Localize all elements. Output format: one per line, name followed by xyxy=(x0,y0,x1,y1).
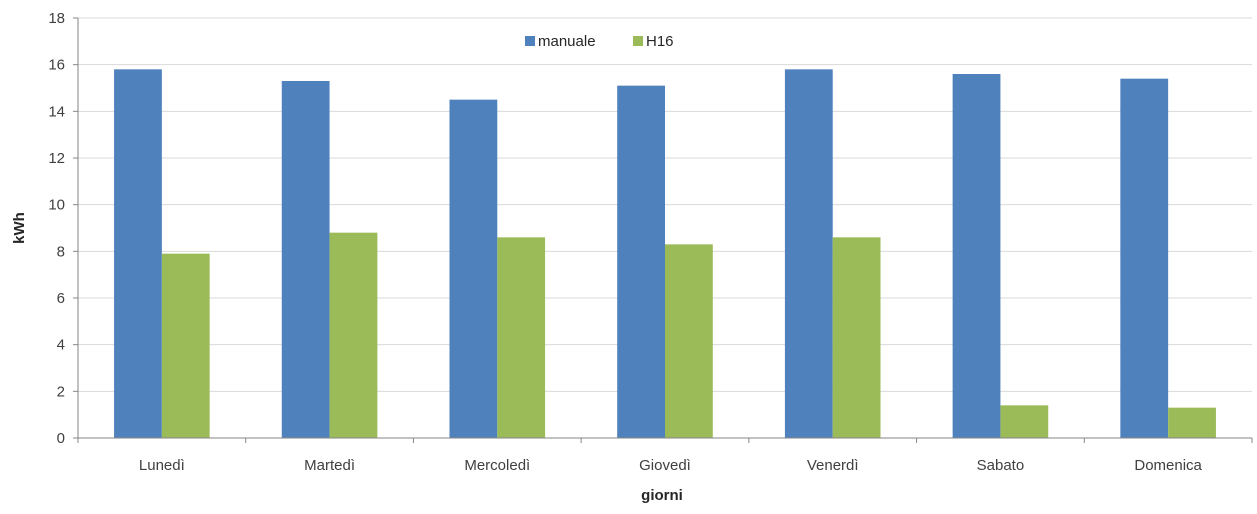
x-tick-label: Mercoledì xyxy=(464,457,530,474)
x-tick-label: Venerdì xyxy=(807,457,859,474)
legend: manuale H16 xyxy=(525,33,674,50)
bar-manuale-0 xyxy=(114,69,162,438)
bar-h16-5 xyxy=(1000,405,1049,438)
x-tick-label: Giovedì xyxy=(639,457,691,474)
y-tick-label: 8 xyxy=(57,243,65,260)
y-axis-ticks: 0 2 4 6 8 10 12 14 16 18 xyxy=(48,10,78,447)
y-tick-label: 2 xyxy=(57,383,65,400)
y-tick-label: 16 xyxy=(48,57,65,74)
y-tick-label: 14 xyxy=(48,103,65,120)
bar-manuale-5 xyxy=(952,74,1001,438)
bar-h16-1 xyxy=(329,232,378,438)
bar-manuale-4 xyxy=(784,69,833,438)
x-tick-label: Domenica xyxy=(1134,457,1202,474)
x-axis-title: giorni xyxy=(641,487,683,504)
y-tick-label: 10 xyxy=(48,197,65,214)
y-tick-label: 6 xyxy=(57,290,65,307)
bar-h16-3 xyxy=(665,244,713,438)
legend-swatch-h16 xyxy=(633,36,643,46)
bar-manuale-6 xyxy=(1120,78,1169,439)
y-tick-label: 18 xyxy=(48,10,65,27)
legend-label-h16: H16 xyxy=(646,33,674,50)
x-axis-ticks: Lunedì Martedì Mercoledì Giovedì Venerdì Saba… xyxy=(77,438,1253,474)
y-tick-label: 0 xyxy=(57,430,65,447)
bar-manuale-1 xyxy=(281,81,330,438)
bars xyxy=(114,69,1216,439)
y-axis-title: kWh xyxy=(11,212,28,244)
y-tick-label: 4 xyxy=(57,337,65,354)
x-tick-label: Sabato xyxy=(977,457,1025,474)
bar-h16-2 xyxy=(497,237,546,438)
y-tick-label: 12 xyxy=(48,150,65,167)
bar-h16-6 xyxy=(1168,407,1216,438)
bar-h16-0 xyxy=(161,253,210,438)
bar-manuale-3 xyxy=(617,85,665,439)
bar-h16-4 xyxy=(832,237,881,438)
bar-manuale-2 xyxy=(449,99,498,439)
x-tick-label: Martedì xyxy=(304,457,355,474)
legend-swatch-manuale xyxy=(525,36,535,46)
legend-label-manuale: manuale xyxy=(538,33,596,50)
x-tick-label: Lunedì xyxy=(139,457,185,474)
